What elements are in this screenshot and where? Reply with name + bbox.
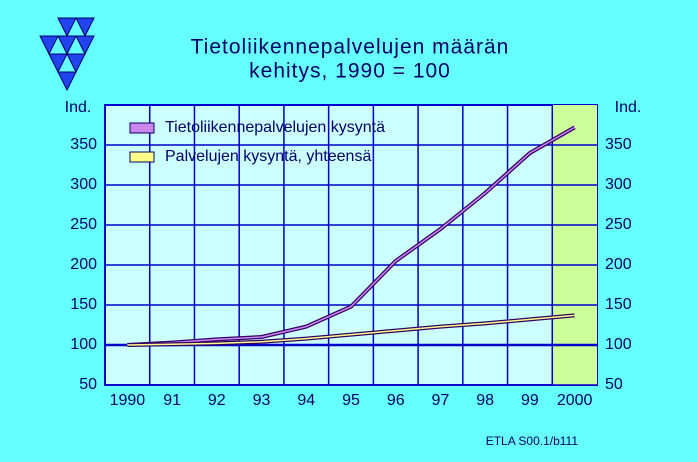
y-tick-label: 200 bbox=[70, 256, 97, 273]
chart-subtitle: kehitys, 1990 = 100 bbox=[249, 60, 451, 83]
legend-swatch bbox=[129, 151, 155, 163]
y-tick-label: 300 bbox=[70, 176, 97, 193]
y-tick-label: 150 bbox=[70, 296, 97, 313]
x-tick-label: 95 bbox=[342, 392, 360, 409]
x-tick-label: 91 bbox=[163, 392, 181, 409]
x-tick-label: 93 bbox=[253, 392, 271, 409]
highlight-band bbox=[552, 105, 597, 385]
legend-swatch bbox=[129, 122, 155, 134]
y-tick-label: 250 bbox=[70, 216, 97, 233]
y2-tick-label: 300 bbox=[605, 176, 632, 193]
y-axis-label: Ind. bbox=[65, 99, 92, 116]
y2-tick-label: 100 bbox=[605, 336, 632, 353]
y-tick-label: 50 bbox=[79, 376, 97, 393]
x-tick-label: 96 bbox=[387, 392, 405, 409]
y2-tick-label: 50 bbox=[605, 376, 623, 393]
y-tick-label: 350 bbox=[70, 136, 97, 153]
x-tick-label: 99 bbox=[521, 392, 539, 409]
y2-tick-label: 250 bbox=[605, 216, 632, 233]
x-tick-label: 97 bbox=[432, 392, 450, 409]
x-tick-label: 98 bbox=[476, 392, 494, 409]
y2-tick-label: 200 bbox=[605, 256, 632, 273]
series-line bbox=[127, 126, 576, 346]
legend-label: Tietoliikennepalvelujen kysyntä bbox=[165, 119, 385, 136]
x-tick-label: 2000 bbox=[557, 392, 593, 409]
y2-tick-label: 350 bbox=[605, 136, 632, 153]
y2-axis-label: Ind. bbox=[615, 99, 642, 116]
x-tick-label: 1990 bbox=[110, 392, 146, 409]
plot-area bbox=[104, 104, 598, 386]
y-tick-label: 100 bbox=[70, 336, 97, 353]
series-line bbox=[127, 314, 575, 346]
legend-label: Palvelujen kysyntä, yhteensä bbox=[165, 148, 371, 165]
x-tick-label: 94 bbox=[297, 392, 315, 409]
chart-title: Tietoliikennepalvelujen määrän bbox=[191, 36, 510, 59]
source-note: ETLA S00.1/b111 bbox=[486, 434, 579, 448]
x-tick-label: 92 bbox=[208, 392, 226, 409]
y2-tick-label: 150 bbox=[605, 296, 632, 313]
logo bbox=[39, 17, 95, 92]
